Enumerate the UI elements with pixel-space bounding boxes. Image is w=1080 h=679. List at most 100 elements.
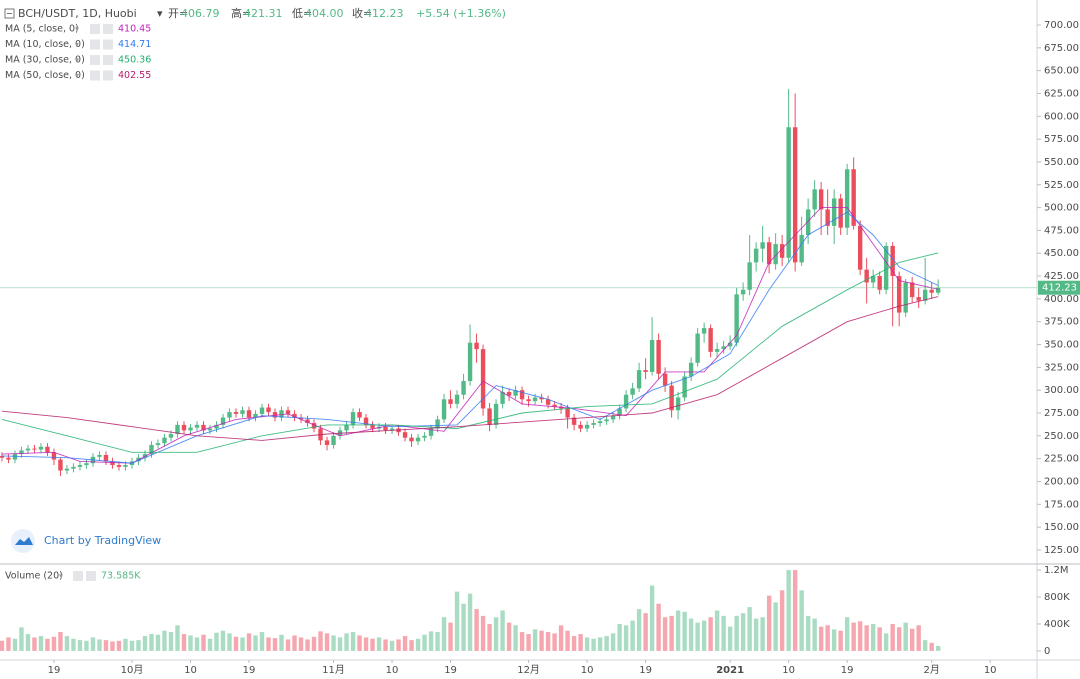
volume-bar [760,617,765,651]
volume-bar [142,636,148,651]
candle-body [350,412,356,425]
candle-body [526,399,531,402]
dropdown-arrow[interactable]: ▾ [75,71,79,80]
collapse-icon[interactable] [4,8,15,19]
y-tick-label: 175.00 [1044,499,1079,510]
candle-body [656,339,661,374]
y-tick-label: 300.00 [1044,385,1079,396]
ohlc-value: 421.31 [244,7,283,20]
volume-bar [311,636,317,651]
volume-bar [253,635,258,651]
volume-bar [292,635,297,651]
dropdown-arrow[interactable]: ▾ [157,7,163,20]
candle-body [552,404,557,407]
volume-bar [714,610,720,651]
ma-legend-value: 414.71 [118,39,151,50]
volume-bar [545,632,551,651]
volume-bar [682,611,687,651]
candle-body [435,419,440,429]
remove-icon[interactable] [86,571,96,581]
remove-icon[interactable] [103,39,113,50]
volume-bar [64,636,70,651]
candle-body [786,127,791,258]
candle-body [636,370,642,389]
dropdown-arrow[interactable]: ▾ [59,572,63,581]
volume-bar [480,615,486,651]
volume-bar [903,622,908,651]
candle-body [870,276,876,283]
volume-bar [747,607,752,651]
candle-body [149,444,154,455]
volume-tick-label: 400K [1044,619,1070,630]
volume-bar [695,622,700,651]
dropdown-arrow[interactable]: ▾ [75,56,79,65]
candle-body [32,448,37,450]
ohlc-value: 404.00 [305,7,344,20]
candle-body [909,282,915,298]
candle-body [168,434,174,438]
volume-bar [506,622,512,651]
remove-icon[interactable] [103,55,113,65]
settings-icon[interactable] [90,39,100,50]
volume-bar [578,634,583,651]
volume-bar [266,637,271,651]
volume-bar [610,633,616,651]
dropdown-arrow[interactable]: ▾ [75,40,79,49]
volume-bar [149,634,154,651]
volume-bar [838,630,843,651]
volume-bar [825,625,830,651]
volume-bar [532,629,538,651]
y-tick-label: 275.00 [1044,408,1079,419]
y-tick-label: 700.00 [1044,20,1079,31]
volume-bar [97,639,102,651]
ma-legend-name[interactable]: MA (30, close, 0) [5,55,85,66]
volume-bar [890,623,895,651]
volume-bar [721,615,726,651]
candle-body [623,394,629,409]
volume-tick-label: 1.2M [1044,565,1069,576]
candle-body [935,287,941,293]
volume-bar [857,621,863,651]
candle-body [389,428,395,431]
settings-icon[interactable] [73,571,83,581]
candle-body [175,424,180,435]
volume-bar [922,640,928,651]
candle-body [116,465,122,467]
volume-bar [753,618,759,651]
remove-icon[interactable] [103,24,113,34]
candle-body [454,394,460,404]
y-tick-label: 350.00 [1044,340,1079,351]
volume-bar [448,622,453,651]
x-tick-label: 19 [444,665,457,676]
candle-body [487,408,492,425]
y-tick-label: 625.00 [1044,88,1079,99]
watermark-text[interactable]: Chart by TradingView [44,534,161,547]
candle-body [253,413,258,418]
y-tick-label: 600.00 [1044,111,1079,122]
candle-body [857,225,863,270]
candle-body [64,468,70,471]
candle-body [227,412,232,418]
x-tick-label: 19 [243,665,256,676]
x-tick-label: 10 [184,665,197,676]
ma-legend-name[interactable]: MA (10, close, 0) [5,39,85,50]
ma-legend-name[interactable]: MA (50, close, 0) [5,70,85,81]
volume-bar [324,633,330,651]
candle-body [422,435,427,438]
volume-bar [201,634,206,651]
candle-body [428,428,434,436]
ma-legend-name[interactable]: MA (5, close, 0) [5,24,79,35]
volume-bar [558,625,564,651]
candle-body [207,428,213,431]
settings-icon[interactable] [90,24,100,34]
settings-icon[interactable] [90,70,100,81]
candle-body [285,410,291,414]
candle-body [298,417,304,420]
remove-icon[interactable] [103,70,113,81]
volume-bar [162,630,167,651]
volume-legend-name[interactable]: Volume (20) [5,571,63,582]
ohlc-key: 高= [231,6,251,20]
settings-icon[interactable] [90,55,100,65]
dropdown-arrow[interactable]: ▾ [75,25,79,34]
candle-body [747,262,752,290]
